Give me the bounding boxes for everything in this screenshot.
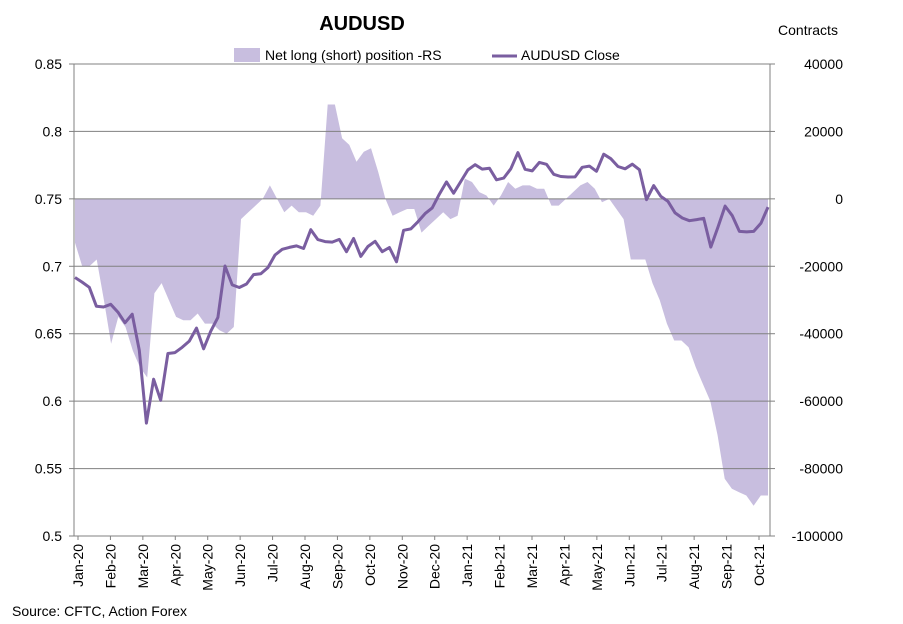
x-tick-label: Aug-20 xyxy=(297,544,313,589)
x-tick-label: Jul-21 xyxy=(654,544,670,582)
x-tick-label: Feb-21 xyxy=(492,544,508,589)
left-tick-label: 0.8 xyxy=(43,123,63,139)
x-tick-label: Mar-20 xyxy=(135,544,151,589)
left-tick-label: 0.5 xyxy=(43,528,63,544)
x-axis: Jan-20 Feb-20 Mar-20 Apr-20 May-20 Jun-20 Jul-… xyxy=(70,536,767,591)
left-tick-label: 0.55 xyxy=(35,461,62,477)
left-tick-label: 0.7 xyxy=(43,258,63,274)
right-tick-label: -100000 xyxy=(792,528,844,544)
right-tick-label: 0 xyxy=(835,191,843,207)
x-tick-label: Sep-21 xyxy=(719,544,735,589)
x-tick-label: Jul-20 xyxy=(265,544,281,582)
x-tick-label: Apr-21 xyxy=(556,544,572,586)
x-tick-label: May-20 xyxy=(200,544,216,591)
right-tick-label: -60000 xyxy=(799,393,843,409)
x-tick-label: Dec-20 xyxy=(427,544,443,589)
position-area xyxy=(75,104,768,506)
position-area-layer xyxy=(75,104,768,506)
legend-line-label: AUDUSD Close xyxy=(521,47,620,63)
x-tick-label: Jun-20 xyxy=(232,544,248,587)
right-tick-label: 20000 xyxy=(804,123,843,139)
right-tick-label: 40000 xyxy=(804,56,843,72)
x-tick-label: Jun-21 xyxy=(621,544,637,587)
x-tick-label: Oct-21 xyxy=(751,544,767,586)
x-tick-label: Jan-21 xyxy=(459,544,475,587)
x-tick-label: Feb-20 xyxy=(102,544,118,589)
legend: Net long (short) position -RS AUDUSD Clo… xyxy=(234,47,620,63)
left-tick-label: 0.85 xyxy=(35,56,62,72)
chart-title: AUDUSD xyxy=(319,13,405,35)
legend-area-swatch xyxy=(234,48,260,62)
gridlines xyxy=(74,130,770,470)
x-tick-label: Apr-20 xyxy=(167,544,183,586)
x-tick-label: Jan-20 xyxy=(70,544,86,587)
x-tick-label: Sep-20 xyxy=(329,544,345,589)
x-tick-label: May-21 xyxy=(589,544,605,591)
audusd-line-layer xyxy=(74,151,770,425)
right-tick-label: -80000 xyxy=(799,461,843,477)
plot-frame xyxy=(73,63,771,537)
right-axis-title: Contracts xyxy=(778,22,838,38)
x-tick-label: Aug-21 xyxy=(686,544,702,589)
right-tick-label: -20000 xyxy=(799,258,843,274)
source-note: Source: CFTC, Action Forex xyxy=(12,603,188,619)
x-tick-label: Nov-20 xyxy=(394,544,410,589)
audusd-close-line xyxy=(74,151,770,425)
left-tick-label: 0.6 xyxy=(43,393,63,409)
right-tick-label: -40000 xyxy=(799,326,843,342)
left-tick-label: 0.75 xyxy=(35,191,62,207)
right-axis: 40000 20000 0 -20000 -40000 -60000 -80000 -1000… xyxy=(770,56,843,544)
left-tick-label: 0.65 xyxy=(35,326,62,342)
legend-area-label: Net long (short) position -RS xyxy=(265,47,442,63)
x-tick-label: Oct-20 xyxy=(362,544,378,586)
left-axis: 0.85 0.8 0.75 0.7 0.65 0.6 0.55 0.5 xyxy=(35,56,74,544)
x-tick-label: Mar-21 xyxy=(524,544,540,589)
